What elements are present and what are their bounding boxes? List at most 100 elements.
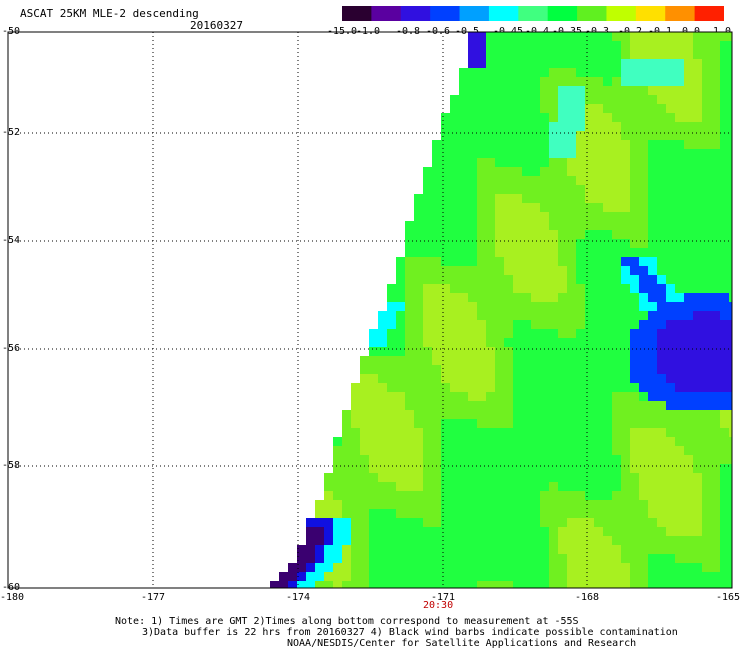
swath-cell — [702, 275, 711, 284]
swath-cell — [720, 563, 729, 572]
swath-cell — [486, 194, 495, 203]
swath-cell — [540, 239, 549, 248]
swath-cell — [423, 284, 432, 293]
swath-cell — [423, 455, 432, 464]
swath-cell — [450, 347, 459, 356]
swath-cell — [495, 455, 504, 464]
swath-cell — [432, 464, 441, 473]
swath-cell — [396, 482, 405, 491]
swath-cell — [504, 59, 513, 68]
swath-cell — [702, 491, 711, 500]
swath-cell — [693, 383, 702, 392]
swath-cell — [459, 482, 468, 491]
swath-cell — [495, 428, 504, 437]
swath-cell — [540, 221, 549, 230]
swath-cell — [612, 275, 621, 284]
swath-cell — [594, 410, 603, 419]
swath-cell — [576, 185, 585, 194]
lat-label: -54 — [2, 235, 21, 246]
swath-cell — [504, 383, 513, 392]
swath-cell — [468, 500, 477, 509]
swath-cell — [432, 527, 441, 536]
swath-cell — [513, 203, 522, 212]
swath-cell — [639, 284, 648, 293]
swath-cell — [522, 221, 531, 230]
swath-cell — [468, 509, 477, 518]
swath-cell — [648, 482, 657, 491]
swath-cell — [549, 509, 558, 518]
swath-cell — [729, 59, 732, 68]
swath-cell — [468, 527, 477, 536]
swath-cell — [486, 32, 495, 41]
swath-cell — [522, 113, 531, 122]
swath-cell — [657, 167, 666, 176]
swath-cell — [639, 572, 648, 581]
swath-cell — [468, 374, 477, 383]
swath-cell — [441, 194, 450, 203]
swath-cell — [432, 203, 441, 212]
swath-cell — [594, 113, 603, 122]
swath-cell — [594, 185, 603, 194]
swath-cell — [558, 572, 567, 581]
swath-cell — [594, 194, 603, 203]
swath-cell — [504, 509, 513, 518]
swath-cell — [513, 527, 522, 536]
swath-cell — [513, 545, 522, 554]
swath-cell — [711, 500, 720, 509]
swath-cell — [504, 212, 513, 221]
swath-cell — [684, 266, 693, 275]
swath-cell — [567, 77, 576, 86]
swath-cell — [630, 113, 639, 122]
swath-cell — [549, 320, 558, 329]
swath-cell — [513, 419, 522, 428]
swath-cell — [612, 95, 621, 104]
swath-cell — [540, 257, 549, 266]
swath-cell — [414, 410, 423, 419]
swath-cell — [414, 527, 423, 536]
swath-cell — [630, 473, 639, 482]
swath-cell — [459, 302, 468, 311]
swath-cell — [432, 491, 441, 500]
swath-cell — [468, 581, 477, 588]
swath-cell — [558, 203, 567, 212]
swath-cell — [603, 527, 612, 536]
swath-cell — [621, 527, 630, 536]
swath-cell — [432, 311, 441, 320]
swath-cell — [702, 536, 711, 545]
swath-cell — [684, 572, 693, 581]
swath-cell — [549, 302, 558, 311]
swath-cell — [657, 257, 666, 266]
swath-cell — [477, 77, 486, 86]
swath-cell — [648, 518, 657, 527]
swath-cell — [585, 320, 594, 329]
swath-cell — [702, 374, 711, 383]
swath-cell — [612, 401, 621, 410]
swath-cell — [450, 338, 459, 347]
swath-cell — [369, 365, 378, 374]
swath-cell — [621, 95, 630, 104]
swath-cell — [675, 266, 684, 275]
swath-cell — [432, 392, 441, 401]
swath-cell — [342, 428, 351, 437]
swath-cell — [432, 581, 441, 588]
swath-cell — [414, 491, 423, 500]
swath-cell — [621, 320, 630, 329]
swath-cell — [423, 473, 432, 482]
swath-cell — [594, 437, 603, 446]
swath-cell — [621, 239, 630, 248]
swath-cell — [504, 446, 513, 455]
swath-cell — [450, 473, 459, 482]
swath-cell — [621, 185, 630, 194]
swath-cell — [531, 149, 540, 158]
swath-cell — [612, 455, 621, 464]
swath-cell — [657, 77, 666, 86]
swath-cell — [711, 464, 720, 473]
swath-cell — [441, 428, 450, 437]
swath-cell — [639, 410, 648, 419]
swath-cell — [450, 419, 459, 428]
swath-cell — [423, 536, 432, 545]
swath-cell — [531, 383, 540, 392]
swath-cell — [684, 338, 693, 347]
swath-cell — [648, 581, 657, 588]
swath-cell — [513, 509, 522, 518]
